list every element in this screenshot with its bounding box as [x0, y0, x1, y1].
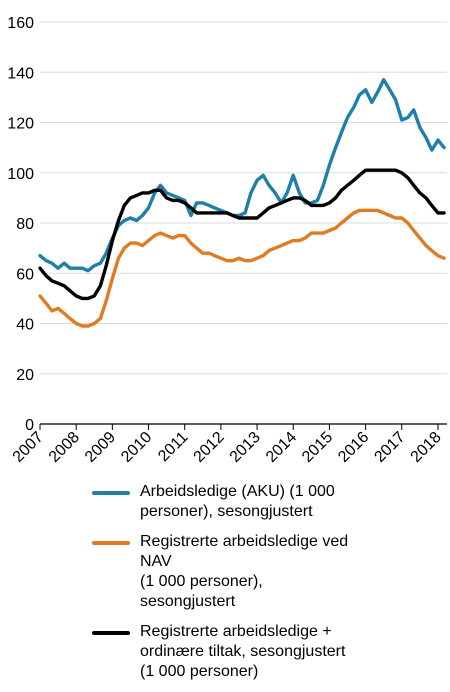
legend-label-line: personer), sesongjustert [140, 503, 313, 520]
x-tick-label: 2015 [299, 429, 336, 466]
x-tick-label: 2014 [263, 429, 300, 466]
series-line-1 [38, 78, 446, 273]
y-tick-label: 120 [7, 116, 34, 133]
legend-label-line: Registrerte arbeidsledige ved [140, 533, 349, 550]
legend-swatch [92, 491, 130, 495]
legend: Arbeidsledige (AKU) (1 000 personer), ses… [92, 482, 442, 692]
legend-item: Registrerte arbeidsledige + ordinære tilt… [92, 622, 442, 682]
legend-label-line: Registrerte arbeidsledige + [140, 623, 332, 640]
y-tick-label: 80 [16, 216, 34, 233]
y-tick-label: 40 [16, 317, 34, 334]
y-tick-label: 0 [25, 417, 34, 434]
legend-label-line: (1 000 personer) [140, 663, 259, 680]
x-tick-label: 2016 [335, 429, 372, 466]
legend-label-line: (1 000 personer), [140, 573, 263, 590]
legend-label-line: sesongjustert [140, 593, 236, 610]
y-tick-label: 140 [7, 65, 34, 82]
series-line-2 [38, 208, 446, 328]
x-tick-label: 2010 [118, 429, 155, 466]
legend-item: Arbeidsledige (AKU) (1 000 personer), ses… [92, 482, 442, 522]
x-tick-label: 2013 [227, 429, 264, 466]
x-tick-label: 2012 [191, 429, 228, 466]
legend-swatch [92, 631, 130, 635]
legend-label-line: Arbeidsledige (AKU) (1 000 [140, 483, 335, 500]
y-tick-label: 160 [7, 15, 34, 32]
y-tick-label: 60 [16, 266, 34, 283]
legend-label-line: ordinære tiltak, sesongjustert [140, 643, 346, 660]
legend-item: Registrerte arbeidsledige ved NAV (1 000 p… [92, 532, 442, 612]
y-tick-label: 20 [16, 367, 34, 384]
y-tick-label: 100 [7, 166, 34, 183]
x-tick-label: 2011 [155, 429, 191, 465]
series-lines [38, 78, 446, 328]
x-tick-label: 2008 [46, 429, 83, 466]
x-tick-label: 2018 [408, 429, 445, 466]
x-tick-label: 2009 [82, 429, 119, 466]
legend-label-line: NAV [140, 553, 172, 570]
gridlines [40, 21, 447, 375]
legend-swatch [92, 541, 130, 545]
x-tick-label: 2017 [371, 429, 408, 466]
x-tick-label: 2007 [10, 429, 47, 466]
y-axis-ticks: 0 20 40 60 80 100 120 140 160 [7, 15, 34, 434]
series-line-3 [38, 168, 446, 301]
